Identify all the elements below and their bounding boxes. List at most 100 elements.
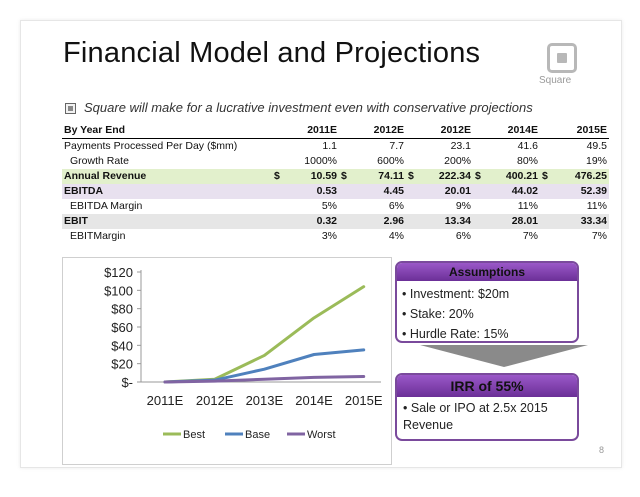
table-row-annual-revenue: Annual Revenue $10.59 $74.11 $222.34 $40… (62, 169, 609, 184)
table-header-cell: By Year End (62, 123, 272, 139)
row-label: EBITDA (62, 184, 272, 199)
currency-symbol: $ (542, 170, 548, 182)
cell-value: 222.34 (438, 170, 471, 182)
table-header-row: By Year End 2011E 2012E 2012E 2014E 2015… (62, 123, 609, 139)
bullet-icon (65, 103, 76, 114)
table-header-cell: 2014E (473, 123, 540, 139)
table-cell: 1.1 (322, 140, 337, 152)
table-cell: 23.1 (450, 140, 471, 152)
table-cell: 200% (444, 155, 471, 167)
currency-symbol: $ (408, 170, 414, 182)
table-cell: 11% (517, 200, 538, 212)
table-header-cell: 2015E (540, 123, 609, 139)
cell-value: 476.25 (574, 170, 607, 182)
table-cell: $476.25 (540, 169, 609, 184)
row-label: Annual Revenue (62, 169, 272, 184)
currency-symbol: $ (274, 170, 280, 182)
table-row: EBITDA Margin 5% 6% 9% 11% 11% (62, 199, 609, 214)
table-cell: $10.59 (272, 169, 339, 184)
y-tick-label: $40 (111, 338, 133, 353)
row-label: Growth Rate (70, 155, 129, 167)
assumption-text: Hurdle Rate: 15% (409, 327, 509, 341)
cell-value: 74.11 (378, 170, 404, 182)
y-tick-label: $20 (111, 357, 133, 372)
list-item: • Hurdle Rate: 15% (402, 327, 509, 341)
slide-subtitle: Square will make for a lucrative investm… (84, 100, 533, 115)
list-item: • Investment: $20m (402, 287, 510, 301)
table-cell: 4% (388, 230, 404, 242)
legend-label-worst: Worst (307, 429, 336, 441)
currency-symbol: $ (475, 170, 481, 182)
x-tick-label: 2013E (246, 393, 284, 408)
table-cell: 6% (455, 230, 471, 242)
x-tick-label: 2014E (295, 393, 333, 408)
assumptions-list: • Investment: $20m • Stake: 20% • Hurdle… (397, 284, 577, 341)
table-cell: $222.34 (406, 169, 473, 184)
irr-body: • Sale or IPO at 2.5x 2015 Revenue (403, 401, 548, 432)
table-cell: 1000% (304, 155, 337, 167)
table-cell: 49.5 (586, 140, 607, 152)
table-cell: 33.34 (540, 214, 609, 229)
table-cell: 80% (516, 155, 538, 167)
assumption-text: Investment: $20m (409, 287, 510, 301)
x-tick-label: 2011E (147, 393, 184, 408)
table-cell: 4.45 (339, 184, 406, 199)
table-cell: 0.53 (272, 184, 339, 199)
assumptions-box: Assumptions • Investment: $20m • Stake: … (395, 261, 579, 343)
cell-value: 10.59 (310, 170, 337, 182)
logo-text: Square (539, 75, 572, 86)
table-cell: 52.39 (540, 184, 609, 199)
table-cell: 7% (591, 230, 607, 242)
y-tick-label: $80 (111, 302, 133, 317)
row-label: Payments Processed Per Day ($mm) (64, 140, 238, 152)
table-cell: $400.21 (473, 169, 540, 184)
table-cell: 44.02 (473, 184, 540, 199)
list-item: • Stake: 20% (402, 307, 474, 321)
table-row: Growth Rate 1000% 600% 200% 80% 19% (62, 154, 609, 169)
irr-title: IRR of 55% (397, 375, 577, 397)
row-label: EBITMargin (70, 230, 126, 242)
table-cell: 11% (586, 200, 607, 212)
cell-value: 400.21 (505, 170, 538, 182)
legend-label-base: Base (245, 429, 270, 441)
legend-label-best: Best (183, 429, 205, 441)
table-cell: 600% (377, 155, 404, 167)
series-line-worst (163, 375, 366, 384)
table-cell: 41.6 (517, 140, 538, 152)
assumptions-title: Assumptions (397, 263, 577, 281)
table-header-cell: 2012E (406, 123, 473, 139)
table-cell: 0.32 (272, 214, 339, 229)
table-cell: 3% (321, 230, 337, 242)
currency-symbol: $ (341, 170, 347, 182)
table-cell: $74.11 (339, 169, 406, 184)
y-tick-label: $100 (104, 283, 133, 298)
table-cell: 2.96 (339, 214, 406, 229)
table-cell: 7.7 (389, 140, 404, 152)
y-tick-label: $- (121, 375, 133, 390)
table-header-cell: 2011E (272, 123, 339, 139)
x-tick-label: 2012E (196, 393, 234, 408)
x-tick-label: 2015E (345, 393, 383, 408)
table-cell: 9% (455, 200, 471, 212)
table-header-cell: 2012E (339, 123, 406, 139)
row-label: EBITDA Margin (70, 200, 143, 212)
slide-title: Financial Model and Projections (63, 37, 481, 69)
chart-svg: $120 $100 $80 $60 $40 $20 $- 2011E 2012E 2013E 201… (104, 265, 383, 441)
financial-table: By Year End 2011E 2012E 2012E 2014E 2015… (62, 123, 609, 244)
page-number: 8 (599, 445, 605, 455)
irr-text: Sale or IPO at 2.5x 2015 Revenue (403, 401, 548, 432)
table-cell: 28.01 (473, 214, 540, 229)
table-row: Payments Processed Per Day ($mm) 1.1 7.7… (62, 139, 609, 155)
table-cell: 20.01 (406, 184, 473, 199)
table-cell: 19% (585, 155, 607, 167)
y-tick-label: $60 (111, 320, 133, 335)
table-row-ebit: EBIT 0.32 2.96 13.34 28.01 33.34 (62, 214, 609, 229)
assumption-text: Stake: 20% (409, 307, 474, 321)
slide: Financial Model and Projections Square S… (20, 20, 622, 468)
table-row-ebitda: EBITDA 0.53 4.45 20.01 44.02 52.39 (62, 184, 609, 199)
table-cell: 7% (522, 230, 538, 242)
row-label: EBIT (62, 214, 272, 229)
y-tick-label: $120 (104, 265, 133, 280)
irr-box: IRR of 55% • Sale or IPO at 2.5x 2015 Re… (395, 373, 579, 441)
table-cell: 6% (388, 200, 404, 212)
